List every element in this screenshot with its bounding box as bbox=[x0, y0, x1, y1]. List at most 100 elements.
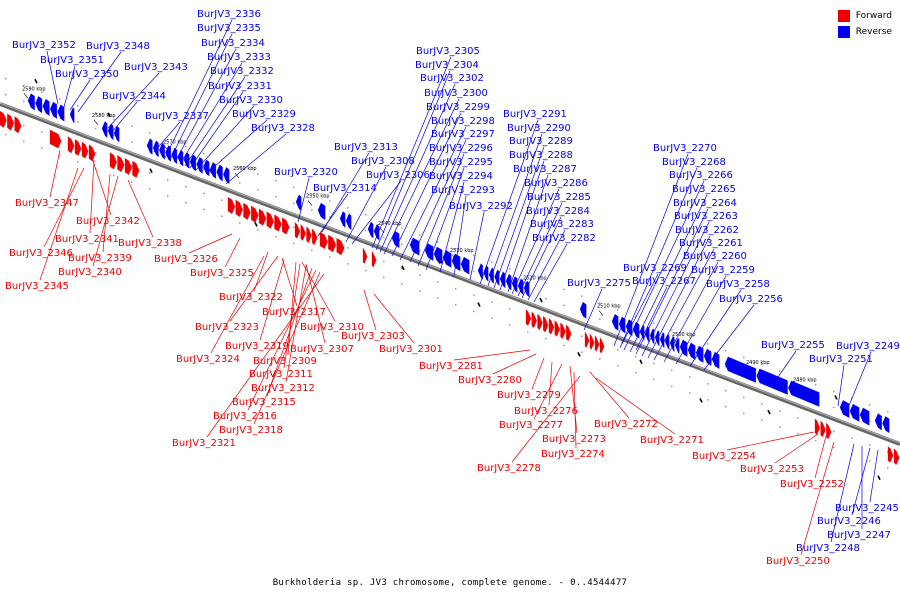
grid-dot bbox=[419, 274, 421, 276]
grid-dot bbox=[761, 419, 763, 421]
reverse-gene bbox=[664, 333, 670, 351]
grid-dot bbox=[491, 301, 493, 303]
reverse-gene-label: BurJV3_2286 bbox=[524, 178, 588, 189]
forward-gene-label: BurJV3_2341 bbox=[55, 234, 119, 245]
grid-dot bbox=[149, 172, 151, 174]
forward-leader-line bbox=[266, 267, 313, 397]
grid-dot bbox=[5, 77, 7, 80]
grid-dot bbox=[761, 403, 763, 405]
reverse-leader-line bbox=[69, 79, 91, 111]
scale-tick-label: 2590 kbp bbox=[22, 86, 46, 92]
forward-gene-label: BurJV3_2318 bbox=[219, 425, 283, 436]
forward-gene bbox=[548, 318, 555, 335]
grid-dot bbox=[311, 233, 313, 235]
forward-leader-line bbox=[569, 365, 578, 434]
reverse-gene bbox=[618, 316, 626, 334]
reverse-gene bbox=[669, 335, 675, 353]
forward-leader-line bbox=[259, 259, 285, 341]
reverse-leader-line bbox=[46, 50, 59, 105]
forward-leader-line bbox=[531, 357, 545, 390]
scale-tick bbox=[598, 310, 604, 316]
grid-dot bbox=[131, 165, 133, 167]
tick-mark bbox=[477, 302, 481, 307]
reverse-leader-line bbox=[399, 126, 467, 261]
grid-dot bbox=[869, 460, 871, 462]
scale-tick-label: 2570 kbp bbox=[163, 140, 187, 146]
reverse-leader-line bbox=[225, 133, 287, 185]
grid-dot bbox=[833, 430, 835, 433]
reverse-gene bbox=[505, 273, 512, 291]
reverse-gene-label: BurJV3_2291 bbox=[503, 109, 567, 120]
grid-dot bbox=[275, 195, 277, 198]
forward-gene bbox=[525, 309, 532, 326]
reverse-leader-line bbox=[869, 449, 879, 503]
scale-tick bbox=[23, 93, 29, 99]
forward-leader-line bbox=[800, 441, 835, 556]
reverse-gene bbox=[196, 157, 203, 174]
forward-gene bbox=[594, 335, 600, 352]
grid-dot bbox=[329, 200, 331, 202]
reverse-gene-label: BurJV3_2283 bbox=[530, 219, 594, 230]
forward-gene-label: BurJV3_2281 bbox=[419, 361, 483, 372]
reverse-gene bbox=[409, 237, 420, 256]
reverse-gene-label: BurJV3_2293 bbox=[431, 185, 495, 196]
grid-dot bbox=[581, 295, 583, 297]
reverse-gene bbox=[345, 213, 352, 231]
grid-dot bbox=[203, 192, 205, 195]
reverse-leader-line bbox=[621, 273, 659, 345]
reverse-leader-line bbox=[164, 19, 233, 159]
forward-gene-label: BurJV3_2324 bbox=[176, 354, 240, 365]
forward-leader-line bbox=[210, 255, 265, 354]
grid-dot bbox=[5, 133, 7, 136]
grid-dot bbox=[383, 236, 385, 239]
grid-dot bbox=[419, 250, 421, 252]
reverse-gene-label: BurJV3_2304 bbox=[415, 60, 479, 71]
grid-dot bbox=[725, 365, 727, 368]
reverse-leader-line bbox=[351, 180, 402, 245]
forward-gene-label: BurJV3_2280 bbox=[458, 375, 522, 386]
forward-gene bbox=[362, 247, 368, 265]
grid-dot bbox=[311, 249, 313, 251]
reverse-gene bbox=[756, 368, 788, 395]
forward-gene bbox=[328, 234, 337, 253]
reverse-gene bbox=[499, 271, 506, 289]
grid-dot bbox=[617, 349, 619, 351]
forward-leader-line bbox=[548, 361, 553, 406]
forward-gene bbox=[81, 141, 89, 159]
forward-leader-line bbox=[533, 363, 563, 420]
tick-mark bbox=[767, 409, 771, 415]
reverse-gene-label: BurJV3_2263 bbox=[674, 211, 738, 222]
reverse-gene bbox=[339, 211, 346, 228]
grid-dot bbox=[743, 412, 745, 415]
reverse-gene bbox=[644, 326, 650, 343]
grid-dot bbox=[707, 343, 709, 345]
reverse-leader-line bbox=[635, 286, 668, 351]
grid-dot bbox=[203, 152, 205, 155]
legend-reverse: Reverse bbox=[837, 24, 892, 40]
reverse-gene bbox=[101, 121, 108, 138]
reverse-leader-line bbox=[169, 33, 233, 161]
reverse-gene-label: BurJV3_2300 bbox=[424, 88, 488, 99]
forward-leader-line bbox=[188, 233, 233, 254]
grid-dot bbox=[491, 261, 493, 263]
grid-dot bbox=[617, 309, 619, 311]
grid-dot bbox=[401, 227, 403, 229]
tick-mark bbox=[254, 221, 258, 227]
grid-dot bbox=[653, 322, 655, 325]
forward-leader-line bbox=[363, 289, 377, 331]
reverse-leader-line bbox=[830, 443, 855, 543]
reverse-gene bbox=[659, 332, 665, 349]
grid-dot bbox=[149, 188, 151, 190]
reverse-gene bbox=[451, 253, 461, 272]
grid-dot bbox=[257, 189, 259, 191]
reverse-leader-line bbox=[63, 65, 76, 108]
reverse-gene bbox=[687, 342, 696, 360]
grid-dot bbox=[455, 247, 457, 250]
grid-dot bbox=[473, 270, 475, 273]
reverse-gene-label: BurJV3_2289 bbox=[509, 136, 573, 147]
reverse-gene-label: BurJV3_2275 bbox=[567, 278, 631, 289]
grid-dot bbox=[833, 406, 835, 409]
reverse-leader-line bbox=[511, 188, 560, 295]
reverse-genes bbox=[27, 93, 890, 434]
forward-gene-label: BurJV3_2272 bbox=[594, 419, 658, 430]
